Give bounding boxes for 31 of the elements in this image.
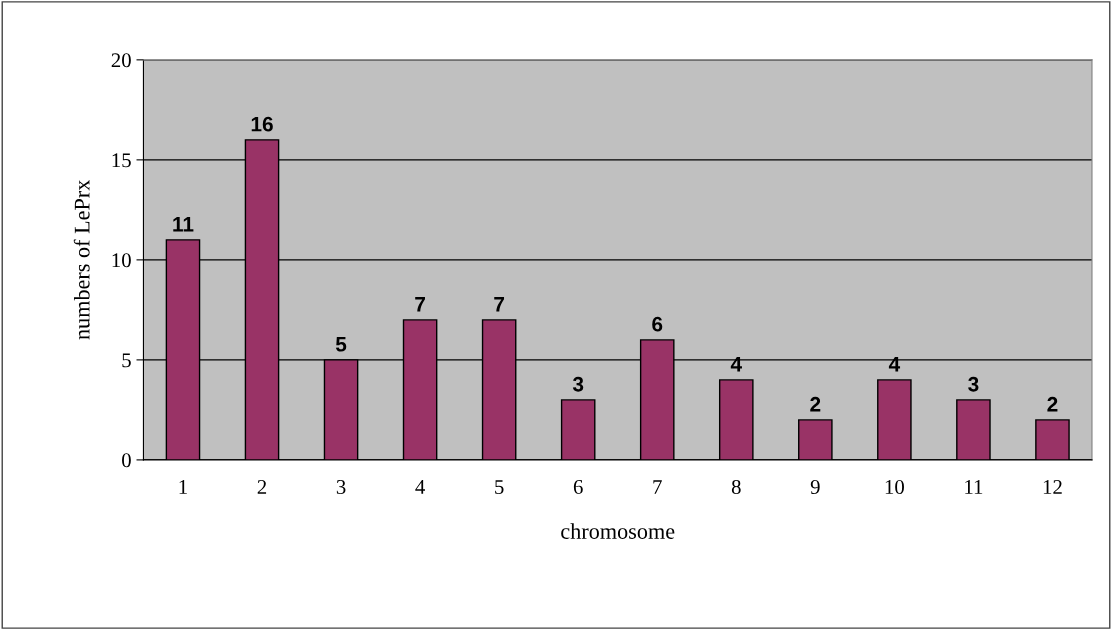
y-tick-label: 5 — [122, 353, 131, 368]
x-tick-label: 6 — [573, 480, 583, 495]
data-label: 6 — [652, 316, 663, 332]
x-tick-label: 7 — [653, 480, 662, 494]
data-label: 3 — [572, 376, 584, 392]
x-tick-label: 2 — [257, 480, 267, 494]
x-tick-label: 1 — [179, 480, 187, 494]
x-tick-label: 10 — [885, 479, 904, 495]
y-axis-title: numbers of LePrx — [73, 179, 90, 340]
y-tick-label: 10 — [112, 253, 131, 268]
y-tick-label: 0 — [122, 453, 131, 468]
data-label: 4 — [888, 357, 901, 372]
y-tick-label: 15 — [112, 153, 131, 168]
x-tick-label: 8 — [731, 479, 741, 495]
data-label: 11 — [173, 217, 194, 232]
data-label: 3 — [968, 376, 979, 392]
data-label: 2 — [810, 396, 821, 412]
data-label: 4 — [730, 357, 742, 372]
x-tick-label: 12 — [1043, 480, 1062, 494]
x-tick-label: 5 — [495, 480, 504, 495]
data-label: 5 — [335, 337, 347, 352]
x-tick-label: 11 — [965, 480, 983, 494]
data-label: 16 — [251, 116, 273, 132]
x-tick-label: 4 — [415, 480, 425, 494]
x-axis-title: chromosome — [561, 523, 675, 539]
x-tick-label: 9 — [810, 480, 820, 495]
data-label: 7 — [415, 297, 425, 312]
x-tick-label: 3 — [336, 480, 346, 495]
data-label: 7 — [494, 297, 505, 312]
data-label: 2 — [1047, 396, 1058, 412]
y-tick-label: 20 — [111, 53, 131, 68]
